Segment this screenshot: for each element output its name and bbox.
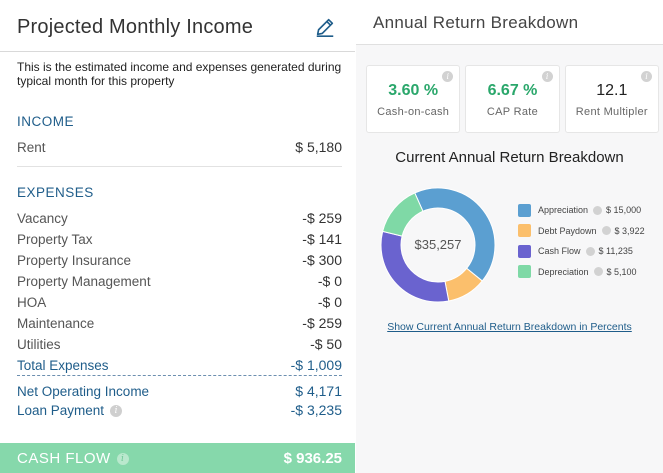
income-panel-header: Projected Monthly Income — [0, 0, 355, 52]
noi-label: Net Operating Income — [17, 383, 150, 399]
metric-cap-rate: i 6.67 % CAP Rate — [465, 65, 560, 133]
expense-label: Property Tax — [17, 231, 93, 247]
legend-value: $ 11,235 — [598, 246, 633, 256]
annual-return-panel: Annual Return Breakdown i 3.60 % Cash-on… — [356, 0, 663, 473]
info-icon[interactable]: i — [442, 71, 454, 82]
loan-payment-value: -$ 3,235 — [290, 402, 342, 418]
divider — [17, 166, 342, 167]
legend-item-cash-flow: Cash Flow $ 11,235 — [518, 241, 658, 261]
show-percents-link[interactable]: Show Current Annual Return Breakdown in … — [387, 321, 632, 333]
expense-row-hoa: HOA -$ 0 — [17, 292, 342, 312]
info-icon[interactable] — [593, 205, 603, 215]
total-expenses-label: Total Expenses — [17, 357, 109, 373]
expense-value: -$ 259 — [302, 315, 342, 331]
total-expenses-value: -$ 1,009 — [290, 357, 342, 373]
income-description: This is the estimated income and expense… — [17, 60, 342, 88]
metric-label: CAP Rate — [486, 106, 539, 118]
expense-row-maintenance: Maintenance -$ 259 — [17, 313, 342, 333]
info-icon[interactable] — [593, 267, 603, 276]
expense-value: -$ 0 — [317, 273, 342, 289]
expense-value: -$ 259 — [302, 210, 342, 226]
net-operating-income-row: Net Operating Income $ 4,171 — [17, 381, 342, 401]
total-expenses-row: Total Expenses -$ 1,009 — [17, 355, 342, 375]
info-icon[interactable]: i — [116, 452, 129, 465]
expense-label: HOA — [17, 294, 47, 310]
metric-value: 3.60 % — [388, 82, 439, 99]
legend-item-debt-paydown: Debt Paydown $ 3,922 — [518, 221, 658, 241]
return-panel-title: Annual Return Breakdown — [373, 13, 579, 32]
cash-flow-value: $ 936.25 — [283, 449, 342, 467]
legend-swatch — [518, 224, 531, 237]
legend-value: $ 15,000 — [606, 205, 642, 215]
legend-swatch — [518, 265, 531, 278]
rent-value: $ 5,180 — [295, 139, 342, 155]
legend-label: Debt Paydown — [538, 225, 597, 236]
cash-flow-label: CASH FLOW — [17, 449, 111, 467]
cash-flow-label-wrap: CASH FLOW i — [17, 450, 129, 467]
legend-swatch — [518, 203, 531, 217]
info-icon[interactable]: i — [640, 71, 652, 82]
total-expenses-underline — [17, 375, 342, 376]
legend-value: $ 5,100 — [606, 266, 637, 277]
info-icon[interactable] — [585, 246, 595, 256]
expense-label: Property Insurance — [17, 252, 132, 268]
cash-flow-bar: CASH FLOW i $ 936.25 — [0, 443, 355, 473]
metric-value: 12.1 — [596, 82, 628, 99]
donut-slice-appreciation[interactable] — [414, 187, 496, 282]
expense-value: -$ 50 — [310, 336, 342, 352]
expense-value: -$ 141 — [302, 231, 342, 247]
loan-payment-label: Loan Payment — [17, 402, 105, 418]
return-panel-header: Annual Return Breakdown — [356, 0, 663, 45]
legend-item-appreciation: Appreciation $ 15,000 — [518, 200, 658, 220]
expense-row-property-tax: Property Tax -$ 141 — [17, 229, 342, 249]
donut-chart: $35,257 — [378, 185, 498, 305]
legend-swatch — [518, 244, 531, 258]
info-icon[interactable] — [601, 226, 611, 235]
expense-label: Vacancy — [17, 210, 68, 226]
metric-label: Cash-on-cash — [377, 106, 450, 118]
noi-value: $ 4,171 — [295, 383, 342, 399]
breakdown-chart-title: Current Annual Return Breakdown — [395, 149, 624, 166]
info-icon[interactable]: i — [110, 404, 123, 417]
donut-slice-depreciation[interactable] — [382, 192, 424, 237]
metric-cash-on-cash: i 3.60 % Cash-on-cash — [366, 65, 461, 133]
donut-chart-svg: $35,257 — [380, 187, 496, 303]
chart-legend: Appreciation $ 15,000 Debt Paydown $ 3,922 C… — [518, 200, 658, 282]
expense-label: Maintenance — [17, 315, 95, 331]
expense-value: -$ 300 — [302, 252, 342, 268]
legend-label: Depreciation — [538, 266, 589, 277]
expense-value: -$ 0 — [317, 294, 342, 310]
donut-center-total: $35,257 — [415, 237, 462, 252]
metric-label: Rent Multipler — [575, 106, 648, 118]
pencil-icon[interactable] — [314, 16, 336, 38]
legend-label: Cash Flow — [538, 246, 581, 256]
metric-rent-multiplier: i 12.1 Rent Multipler — [564, 65, 659, 133]
metric-value: 6.67 % — [487, 82, 538, 99]
info-icon[interactable]: i — [541, 71, 553, 82]
expense-row-vacancy: Vacancy -$ 259 — [17, 208, 342, 228]
expense-row-property-insurance: Property Insurance -$ 300 — [17, 250, 342, 270]
loan-payment-row: Loan Payment i -$ 3,235 — [17, 400, 342, 420]
expense-label: Property Management — [17, 273, 151, 289]
rent-label: Rent — [17, 139, 46, 155]
income-heading: INCOME — [17, 114, 74, 129]
legend-item-depreciation: Depreciation $ 5,100 — [518, 262, 658, 282]
expense-row-property-management: Property Management -$ 0 — [17, 271, 342, 291]
metrics-row: i 3.60 % Cash-on-cash i 6.67 % CAP Rate … — [366, 65, 659, 133]
legend-label: Appreciation — [538, 205, 589, 215]
rent-row: Rent $ 5,180 — [17, 137, 342, 157]
income-panel-title: Projected Monthly Income — [17, 16, 254, 38]
expense-row-utilities: Utilities -$ 50 — [17, 334, 342, 354]
expense-label: Utilities — [17, 336, 61, 352]
expenses-heading: EXPENSES — [17, 185, 94, 200]
projected-income-panel: Projected Monthly Income This is the est… — [0, 0, 355, 473]
loan-payment-label-wrap: Loan Payment i — [17, 402, 123, 418]
legend-value: $ 3,922 — [614, 225, 645, 236]
